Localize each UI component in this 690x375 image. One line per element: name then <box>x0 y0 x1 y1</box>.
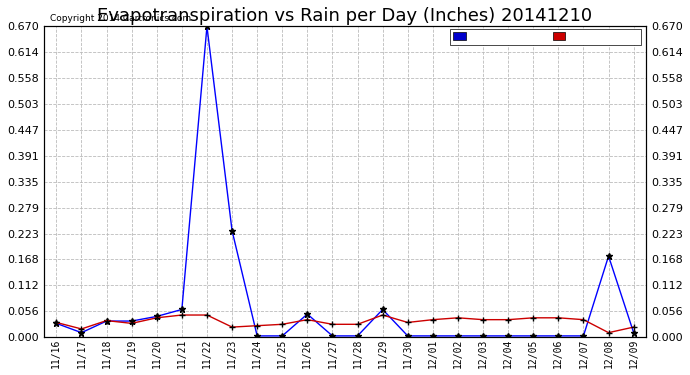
Legend: Rain  (Inches), ET  (Inches): Rain (Inches), ET (Inches) <box>450 28 641 45</box>
Text: Copyright 2014 Cartronics.com: Copyright 2014 Cartronics.com <box>50 14 191 23</box>
Title: Evapotranspiration vs Rain per Day (Inches) 20141210: Evapotranspiration vs Rain per Day (Inch… <box>97 7 593 25</box>
